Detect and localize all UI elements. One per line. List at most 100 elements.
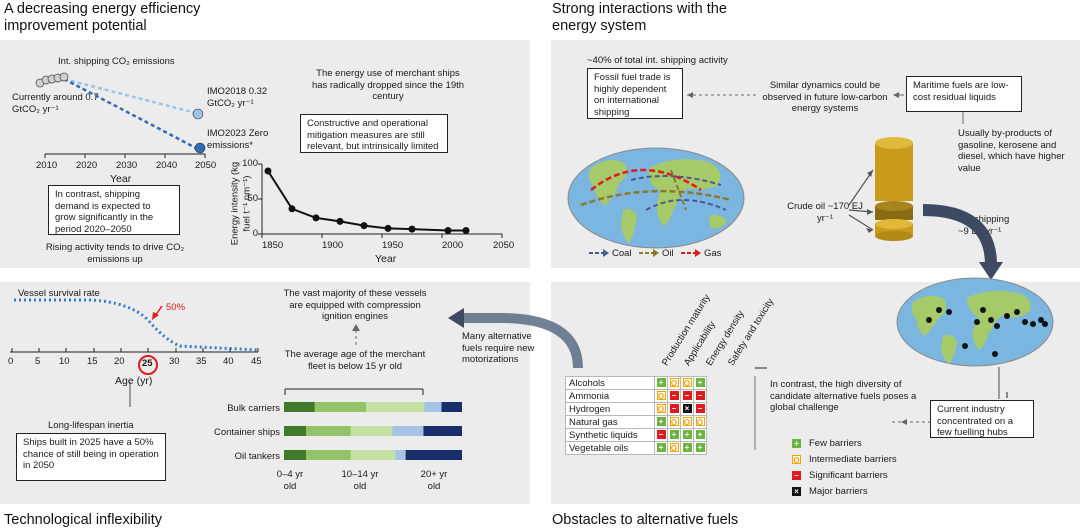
y-tick-100: 100 <box>242 158 258 169</box>
year-tick-0: 2010 <box>36 160 58 171</box>
fleet-bar-segment <box>284 450 307 460</box>
world-map-hubs <box>896 277 1054 367</box>
barrier-int-icon: O <box>792 454 801 465</box>
rising-activity-note: Rising activity tends to drive CO₂ emiss… <box>45 242 185 265</box>
similar-dynamics: Similar dynamics could be observed in fu… <box>762 80 888 114</box>
barrier-sig-icon: – <box>669 391 679 401</box>
y-tick-50: 50 <box>247 193 258 204</box>
barrier-few-icon: + <box>682 430 692 440</box>
year-axis-label: Year <box>110 173 132 185</box>
fossil-trade-box: Fossil fuel trade is highly dependent on… <box>587 68 683 119</box>
age-tick-35: 35 <box>196 356 207 367</box>
fleet-bar-segment <box>350 426 393 436</box>
section-title-inflexibility: Technological inflexibility <box>4 512 162 528</box>
intensity-point <box>288 205 296 213</box>
year-tick-3: 2040 <box>156 160 178 171</box>
legend-gas: Gas <box>704 248 722 259</box>
fleet-bar-segment <box>366 402 425 412</box>
barrier-int-icon: O <box>656 391 666 402</box>
long-lifespan-label: Long-lifespan inertia <box>48 420 134 431</box>
fleet-age-bars <box>284 402 462 460</box>
x-tick-1900: 1900 <box>322 240 344 251</box>
intensity-point <box>462 227 470 234</box>
barrier-cell: O <box>667 376 681 390</box>
section-title-fuels: Obstacles to alternative fuels <box>552 512 739 528</box>
barrier-int-icon: O <box>682 417 692 428</box>
barrier-sig-icon: – <box>656 430 666 440</box>
barrier-cell: + <box>693 441 707 455</box>
fuel-row: Natural gas + O O O <box>565 415 707 429</box>
age-group-10-14: 10–14 yr old <box>341 469 379 492</box>
fleet-bar-segment <box>405 450 462 460</box>
intensity-series-line <box>267 170 466 232</box>
fuel-barrier-table: Alcohols + O O + Ammonia O – – – Hydrogen O – × – Natur… <box>565 376 707 455</box>
age-tick-20: 20 <box>114 356 125 367</box>
age-tick-25: 25 <box>142 358 153 369</box>
barrier-few-icon: + <box>792 438 801 448</box>
fleet-label-container: Container ships <box>213 427 280 438</box>
imo2018-target: IMO2018 0.32 GtCO₂ yr⁻¹ <box>207 86 268 109</box>
intensity-point <box>408 225 416 233</box>
age-axis-label: Age (yr) <box>115 375 153 387</box>
demand-box: In contrast, shipping demand is expected… <box>48 185 180 235</box>
barrier-few-icon: + <box>669 430 679 440</box>
x-tick-2000: 2000 <box>442 240 464 251</box>
barrier-sig-icon: – <box>682 391 692 401</box>
barrier-cell: × <box>680 402 694 416</box>
fleet-bar-segment <box>284 402 315 412</box>
current-emissions: Currently around 0.7 GtCO₂ yr⁻¹ <box>12 92 99 115</box>
age-tick-15: 15 <box>87 356 98 367</box>
barrier-few-icon: + <box>695 430 705 440</box>
intensity-point <box>384 224 392 232</box>
fuel-row: Alcohols + O O + <box>565 376 707 390</box>
fleet-bar-segment <box>441 402 462 412</box>
fleet-bar-segment <box>423 426 462 436</box>
age-tick-45: 45 <box>251 356 262 367</box>
fleet-label-bulk: Bulk carriers <box>227 403 280 414</box>
legend-label: Significant barriers <box>809 470 888 481</box>
survival-label: Vessel survival rate <box>18 288 100 299</box>
barrier-int-icon: O <box>669 443 679 454</box>
barrier-few-icon: + <box>695 378 705 388</box>
barrier-cell: – <box>693 402 707 416</box>
emissions-title: Int. shipping CO₂ emissions <box>58 56 175 67</box>
barrier-int-icon: O <box>682 378 692 389</box>
legend-label: Intermediate barriers <box>809 454 897 465</box>
legend-item: – Significant barriers <box>792 470 888 482</box>
fifty-percent-label: 50% <box>166 302 186 313</box>
barrier-sig-icon: – <box>792 470 801 480</box>
fleet-bar-segment <box>314 402 367 412</box>
age-tick-40: 40 <box>223 356 234 367</box>
average-age-note: The average age of the merchant fleet is… <box>284 349 426 372</box>
age-tick-30: 30 <box>169 356 180 367</box>
barrier-int-icon: O <box>669 378 679 389</box>
x-axis-label: Year <box>375 253 397 265</box>
fuel-row: Synthetic liquids – + + + <box>565 428 707 442</box>
legend-item: × Major barriers <box>792 486 868 498</box>
legend-coal: Coal <box>612 248 632 259</box>
imo2023-target: IMO2023 Zero emissions* <box>207 128 269 151</box>
mitigation-box: Constructive and operational mitigation … <box>300 114 448 153</box>
energy-intensity-chart <box>258 163 503 238</box>
trade-legend <box>589 249 701 257</box>
crude-oil-barrel <box>875 137 913 241</box>
legend-label: Major barriers <box>809 486 868 497</box>
fleet-bar-segment <box>424 402 442 412</box>
age-tick-10: 10 <box>59 356 70 367</box>
pct-activity: ~40% of total int. shipping activity <box>587 55 728 66</box>
barrier-maj-icon: × <box>792 486 801 496</box>
age-group-0-4: 0–4 yr old <box>276 469 304 492</box>
history-note: The energy use of merchant ships has rad… <box>311 68 465 102</box>
barrier-cell: O <box>680 415 694 429</box>
fleet-bar-segment <box>392 426 424 436</box>
legend-oil: Oil <box>662 248 674 259</box>
barrier-few-icon: + <box>695 443 705 453</box>
barrier-cell: O <box>667 441 681 455</box>
engines-note: The vast majority of these vessels are e… <box>283 288 427 322</box>
x-tick-2050: 2050 <box>493 240 515 251</box>
barrier-int-icon: O <box>669 417 679 428</box>
fuelling-hubs-box: Current industry concentrated on a few f… <box>930 400 1034 438</box>
energy-system-graphic <box>567 92 1003 280</box>
legend-item: O Intermediate barriers <box>792 454 897 466</box>
motorization-arrow <box>448 308 583 369</box>
